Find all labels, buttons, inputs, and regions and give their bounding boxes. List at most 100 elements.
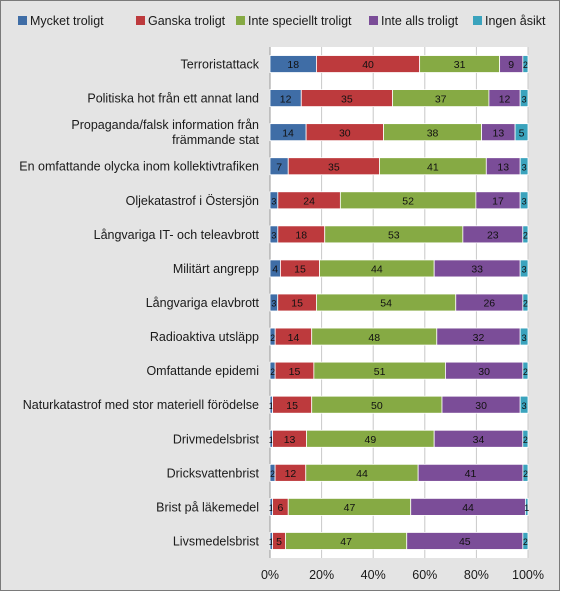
category-label: Drivmedelsbrist: [173, 432, 260, 446]
data-label: 3: [271, 299, 276, 309]
data-label: 1: [269, 503, 274, 513]
legend-swatch: [473, 16, 482, 25]
data-label: 2: [270, 333, 275, 343]
data-label: 2: [523, 435, 528, 445]
category-label: Oljekatastrof i Östersjön: [126, 194, 259, 208]
data-label: 5: [519, 127, 525, 139]
x-tick-label: 40%: [361, 568, 386, 582]
data-label: 2: [270, 469, 275, 479]
data-label: 30: [478, 366, 490, 378]
data-label: 3: [271, 231, 276, 241]
x-tick-label: 100%: [512, 568, 544, 582]
data-label: 34: [473, 434, 485, 446]
data-label: 51: [374, 366, 386, 378]
data-label: 3: [522, 401, 527, 411]
legend-label: Mycket troligt: [30, 14, 104, 28]
data-label: 13: [497, 161, 509, 173]
data-label: 12: [280, 93, 292, 105]
bar-segment: [522, 361, 529, 380]
category-label: En omfattande olycka inom kollektivtrafi…: [19, 160, 259, 174]
data-label: 2: [523, 60, 528, 70]
data-label: 4: [272, 264, 278, 276]
bar-segment: [519, 395, 529, 414]
category-label: Militärt angrepp: [173, 262, 259, 276]
x-tick-label: 0%: [261, 568, 279, 582]
bar-segment: [522, 429, 529, 448]
data-label: 12: [499, 93, 511, 105]
category-label: Livsmedelsbrist: [173, 534, 260, 548]
category-label: Långvariga elavbrott: [146, 296, 260, 310]
data-label: 53: [388, 230, 400, 242]
data-label: 32: [473, 332, 485, 344]
legend-label: Ingen åsikt: [485, 14, 546, 28]
bar-segment: [519, 327, 529, 346]
x-tick-label: 80%: [464, 568, 489, 582]
data-label: 9: [508, 59, 514, 71]
category-label: Omfattande epidemi: [146, 364, 259, 378]
data-label: 49: [364, 434, 376, 446]
data-label: 3: [522, 94, 527, 104]
category-label: Brist på läkemedel: [156, 500, 259, 514]
data-label: 3: [522, 162, 527, 172]
data-label: 31: [454, 59, 466, 71]
data-label: 12: [285, 468, 297, 480]
data-label: 23: [487, 230, 499, 242]
data-label: 18: [295, 230, 307, 242]
data-label: 1: [269, 537, 274, 547]
data-label: 38: [427, 127, 439, 139]
bar-segment: [522, 293, 529, 312]
data-label: 3: [271, 197, 276, 207]
data-label: 47: [340, 536, 352, 548]
data-label: 30: [475, 400, 487, 412]
data-label: 3: [522, 265, 527, 275]
chart-legend: Mycket troligt Ganska troligt Inte speciel…: [1, 13, 559, 29]
legend-swatch: [136, 16, 145, 25]
data-label: 15: [294, 264, 306, 276]
data-label: 2: [523, 299, 528, 309]
category-label: Naturkatastrof med stor materiell föröde…: [23, 398, 259, 412]
bar-segment: [522, 463, 529, 482]
data-label: 44: [462, 502, 474, 514]
data-label: 44: [371, 264, 383, 276]
data-label: 44: [356, 468, 368, 480]
category-label: Dricksvattenbrist: [167, 466, 260, 480]
data-label: 18: [287, 59, 299, 71]
data-label: 15: [286, 400, 298, 412]
data-label: 40: [362, 59, 374, 71]
data-label: 47: [344, 502, 356, 514]
bar-segment: [524, 497, 529, 516]
data-label: 30: [339, 127, 351, 139]
data-label: 1: [524, 503, 529, 513]
legend-swatch: [369, 16, 378, 25]
data-label: 6: [278, 502, 284, 514]
bar-segment: [522, 532, 529, 550]
bar-segment: [522, 225, 529, 244]
category-label: Politiska hot från ett annat land: [87, 92, 259, 106]
legend-swatch: [18, 16, 27, 25]
data-label: 2: [270, 367, 275, 377]
data-label: 2: [523, 231, 528, 241]
legend-swatch: [236, 16, 245, 25]
legend-label: Inte alls troligt: [381, 14, 459, 28]
data-label: 41: [465, 468, 477, 480]
data-label: 37: [435, 93, 447, 105]
data-label: 13: [492, 127, 504, 139]
data-label: 2: [523, 537, 528, 547]
data-label: 13: [284, 434, 296, 446]
data-label: 2: [523, 469, 528, 479]
data-label: 14: [288, 332, 300, 344]
data-label: 50: [371, 400, 383, 412]
data-label: 26: [483, 298, 495, 310]
data-label: 35: [341, 93, 353, 105]
data-label: 15: [291, 298, 303, 310]
data-label: 3: [522, 333, 527, 343]
data-label: 7: [276, 161, 282, 173]
data-label: 54: [380, 298, 392, 310]
x-tick-label: 20%: [309, 568, 334, 582]
x-tick-label: 60%: [412, 568, 437, 582]
data-label: 15: [289, 366, 301, 378]
data-label: 2: [523, 367, 528, 377]
data-label: 3: [522, 197, 527, 207]
data-label: 35: [328, 161, 340, 173]
